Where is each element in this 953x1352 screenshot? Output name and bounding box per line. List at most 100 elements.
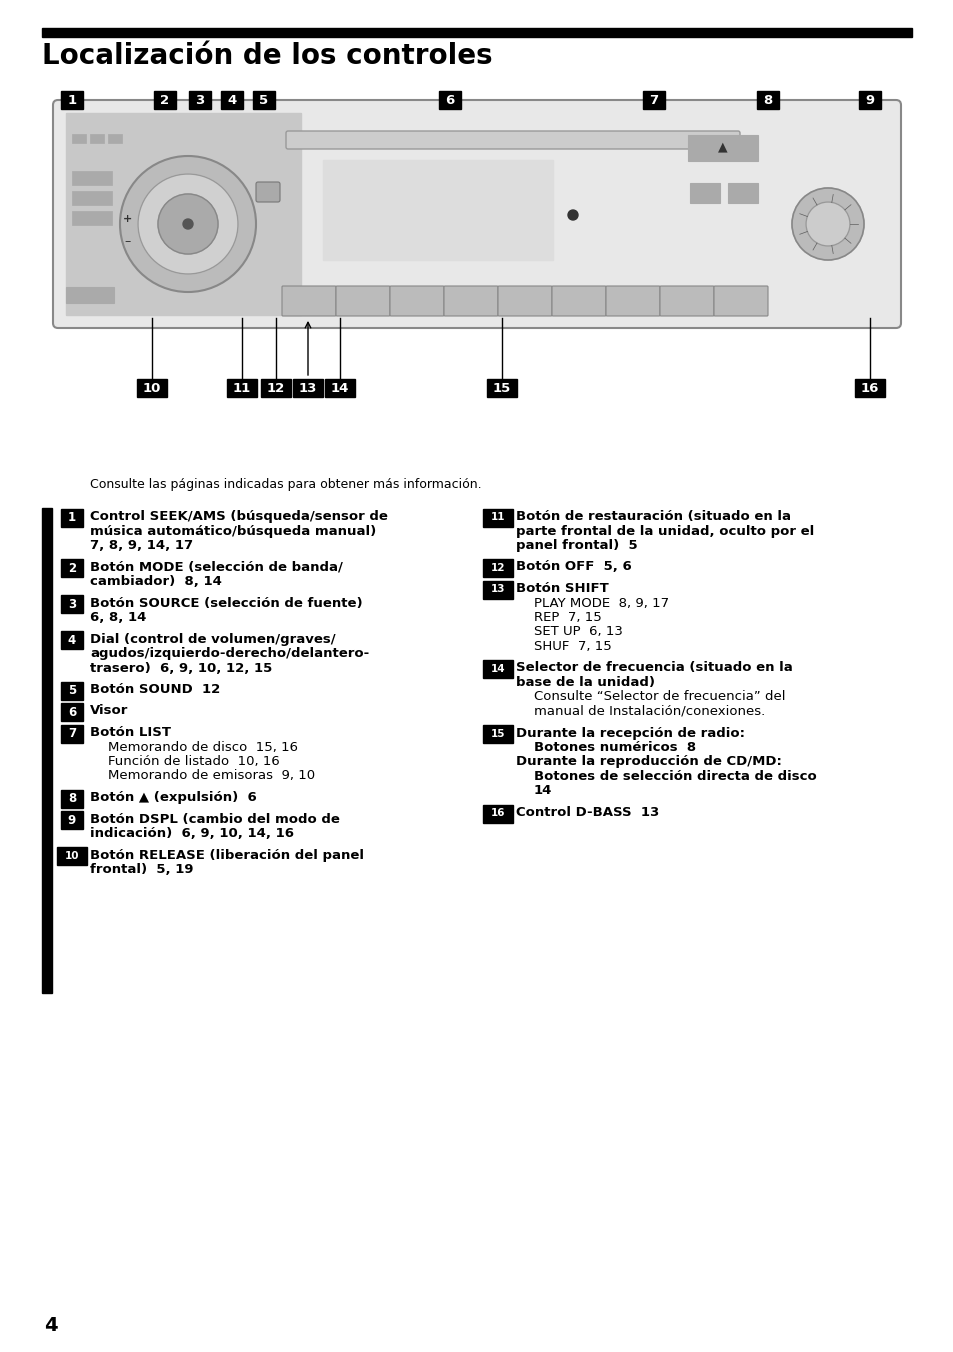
Bar [71, 211, 112, 224]
Bar [261, 379, 291, 397]
Bar [482, 725, 513, 744]
Text: 7: 7 [68, 727, 76, 740]
Bar [858, 91, 880, 110]
Bar [71, 134, 86, 143]
Text: Selector de frecuencia (situado en la: Selector de frecuencia (situado en la [516, 661, 792, 675]
FancyBboxPatch shape [497, 287, 552, 316]
Text: 7, 8, 9, 14, 17: 7, 8, 9, 14, 17 [90, 539, 193, 552]
Text: música automático/búsqueda manual): música automático/búsqueda manual) [90, 525, 375, 538]
Text: 1: 1 [68, 93, 76, 107]
Bar [61, 681, 83, 699]
Circle shape [183, 219, 193, 228]
Text: 14: 14 [331, 381, 349, 395]
Bar [482, 558, 513, 577]
Text: 10: 10 [65, 850, 79, 861]
Text: 15: 15 [493, 381, 511, 395]
Text: 5: 5 [259, 93, 269, 107]
Text: 11: 11 [233, 381, 251, 395]
Text: Botón SOUND  12: Botón SOUND 12 [90, 683, 220, 696]
Text: Visor: Visor [90, 704, 129, 718]
FancyBboxPatch shape [659, 287, 713, 316]
Bar [61, 558, 83, 577]
Bar [253, 91, 274, 110]
Circle shape [805, 201, 849, 246]
Bar [66, 114, 301, 315]
Bar [108, 134, 122, 143]
Text: 14: 14 [534, 784, 552, 798]
Bar [757, 91, 779, 110]
Bar [61, 595, 83, 612]
Text: Durante la reproducción de CD/MD:: Durante la reproducción de CD/MD: [516, 756, 781, 768]
Bar [153, 91, 175, 110]
Text: parte frontal de la unidad, oculto por el: parte frontal de la unidad, oculto por e… [516, 525, 814, 538]
Text: frontal)  5, 19: frontal) 5, 19 [90, 863, 193, 876]
Text: Botón RELEASE (liberación del panel: Botón RELEASE (liberación del panel [90, 849, 364, 861]
Text: panel frontal)  5: panel frontal) 5 [516, 539, 637, 552]
Text: SET UP  6, 13: SET UP 6, 13 [534, 626, 622, 638]
Text: Memorando de emisoras  9, 10: Memorando de emisoras 9, 10 [108, 769, 314, 783]
Bar [325, 379, 355, 397]
Text: 9: 9 [68, 814, 76, 826]
Text: Dial (control de volumen/graves/: Dial (control de volumen/graves/ [90, 633, 335, 645]
Text: Botón OFF  5, 6: Botón OFF 5, 6 [516, 561, 631, 573]
Text: 8: 8 [68, 792, 76, 804]
Text: Botón de restauración (situado en la: Botón de restauración (situado en la [516, 510, 790, 523]
Text: 12: 12 [267, 381, 285, 395]
Text: 9: 9 [864, 93, 874, 107]
FancyBboxPatch shape [282, 287, 335, 316]
FancyBboxPatch shape [605, 287, 659, 316]
Bar [438, 91, 460, 110]
Text: Consulte “Selector de frecuencia” del: Consulte “Selector de frecuencia” del [534, 691, 784, 703]
Bar [227, 379, 256, 397]
Bar [66, 287, 113, 303]
Text: Botón DSPL (cambio del modo de: Botón DSPL (cambio del modo de [90, 813, 339, 826]
FancyBboxPatch shape [713, 287, 767, 316]
Text: 13: 13 [298, 381, 316, 395]
Bar [137, 379, 167, 397]
Circle shape [567, 210, 578, 220]
Bar [482, 580, 513, 599]
Text: REP  7, 15: REP 7, 15 [534, 611, 601, 625]
FancyBboxPatch shape [443, 287, 497, 316]
Circle shape [138, 174, 237, 274]
Text: Botón ▲ (expulsión)  6: Botón ▲ (expulsión) 6 [90, 791, 256, 804]
Bar [854, 379, 884, 397]
FancyBboxPatch shape [286, 131, 740, 149]
Text: Localización de los controles: Localización de los controles [42, 42, 492, 70]
Bar [71, 170, 112, 185]
Circle shape [120, 155, 255, 292]
Bar [189, 91, 211, 110]
Bar [61, 631, 83, 649]
Text: 16: 16 [490, 808, 505, 818]
Text: ▲: ▲ [718, 141, 727, 154]
Text: 6, 8, 14: 6, 8, 14 [90, 611, 146, 625]
Text: 2: 2 [68, 561, 76, 575]
Bar [61, 790, 83, 807]
Bar [689, 183, 720, 203]
Text: Botón SOURCE (selección de fuente): Botón SOURCE (selección de fuente) [90, 596, 362, 610]
Bar [293, 379, 323, 397]
Text: Memorando de disco  15, 16: Memorando de disco 15, 16 [108, 741, 297, 753]
Bar [57, 846, 87, 865]
Text: Botón SHIFT: Botón SHIFT [516, 581, 608, 595]
Bar [90, 134, 104, 143]
Text: trasero)  6, 9, 10, 12, 15: trasero) 6, 9, 10, 12, 15 [90, 661, 272, 675]
Circle shape [158, 193, 218, 254]
Text: 1: 1 [68, 511, 76, 525]
FancyBboxPatch shape [53, 100, 900, 329]
Text: 4: 4 [44, 1315, 57, 1334]
Bar [687, 135, 758, 161]
Text: 4: 4 [227, 93, 236, 107]
Text: base de la unidad): base de la unidad) [516, 676, 655, 690]
Text: SHUF  7, 15: SHUF 7, 15 [534, 639, 611, 653]
Text: 8: 8 [762, 93, 772, 107]
Text: Control SEEK/AMS (búsqueda/sensor de: Control SEEK/AMS (búsqueda/sensor de [90, 510, 388, 523]
FancyBboxPatch shape [552, 287, 605, 316]
Text: 11: 11 [490, 512, 505, 522]
Circle shape [791, 188, 863, 260]
Text: +: + [123, 214, 132, 224]
Text: 10: 10 [143, 381, 161, 395]
Bar [486, 379, 517, 397]
Text: 12: 12 [490, 562, 505, 573]
Text: Botones numéricos  8: Botones numéricos 8 [534, 741, 696, 754]
